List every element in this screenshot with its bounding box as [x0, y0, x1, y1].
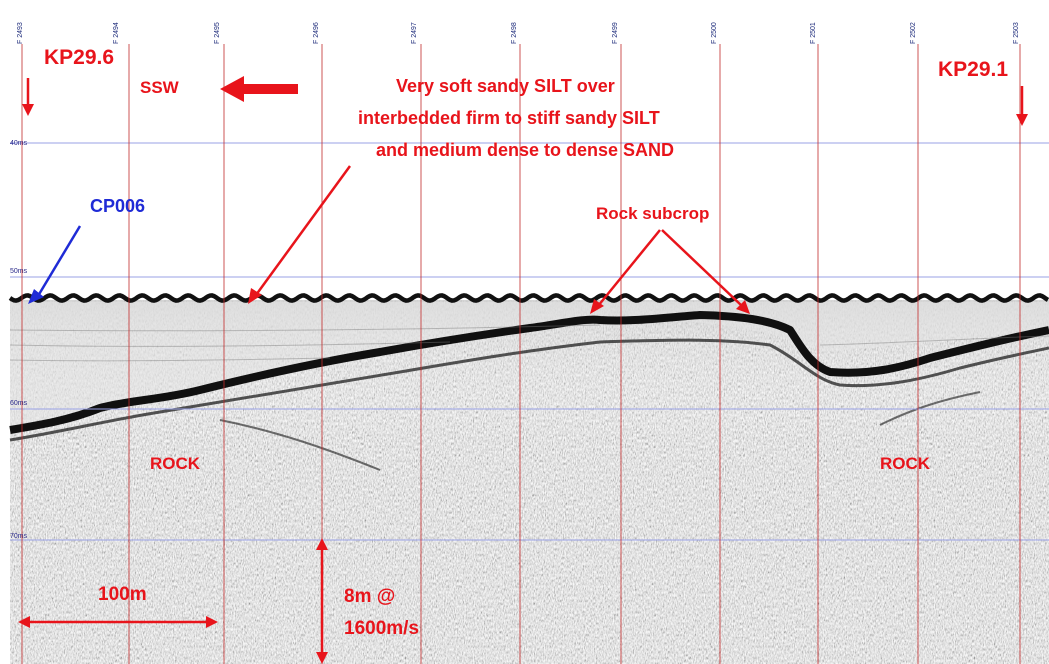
time-tick-60: 60ms [10, 400, 28, 407]
subcrop-arrowhead-left [590, 299, 604, 314]
annotation-arrows [18, 76, 1028, 664]
kp-right-label: KP29.1 [938, 58, 1009, 81]
ssw-arrowhead [220, 76, 244, 102]
subcrop-arrow-left [597, 229, 661, 307]
rock-right-label: ROCK [880, 454, 931, 473]
cp-arrowhead [28, 289, 44, 304]
description-line-3: and medium dense to dense SAND [376, 140, 675, 160]
scale-vertical-line-2: 1600m/s [344, 618, 420, 639]
cp-label: CP006 [90, 196, 146, 216]
time-tick-50: 50ms [10, 268, 28, 275]
silt-layering [9, 324, 1049, 362]
scale-8m-arrowhead-top [316, 538, 328, 550]
fix-lines [21, 44, 1021, 664]
scale-horizontal-label: 100m [98, 584, 147, 605]
description-arrowhead [248, 288, 262, 304]
kp-right-arrowhead [1016, 114, 1028, 126]
fix-label: F 2502 [910, 22, 917, 44]
seabed-reflector [8, 293, 1049, 303]
scale-vertical-line-1: 8m @ [344, 586, 396, 607]
fix-label: F 2498 [511, 22, 518, 44]
rock-left-label: ROCK [150, 454, 201, 473]
scale-100m-arrowhead-left [18, 616, 30, 628]
fix-label: F 2501 [810, 22, 817, 44]
description-line-2: interbedded firm to stiff sandy SILT [358, 108, 660, 128]
description-arrow [254, 165, 352, 296]
scale-8m-arrowhead-bottom [316, 652, 328, 664]
fix-label: F 2497 [411, 22, 418, 44]
fix-label: F 2499 [612, 22, 619, 44]
rock-reflector [9, 311, 1049, 434]
kp-left-label: KP29.6 [44, 46, 115, 69]
time-tick-70: 70ms [10, 533, 28, 540]
fix-label: F 2493 [17, 22, 24, 44]
time-lines [10, 142, 1049, 541]
fix-label: F 2494 [113, 22, 120, 44]
kp-left-arrowhead [22, 104, 34, 116]
scale-100m-arrowhead-right [206, 616, 218, 628]
fix-label: F 2503 [1013, 22, 1020, 44]
fix-label: F 2496 [313, 22, 320, 44]
rock-subcrop-label: Rock subcrop [596, 204, 710, 223]
description-line-1: Very soft sandy SILT over [396, 76, 615, 96]
direction-label: SSW [140, 78, 179, 97]
dipping-reflector [219, 391, 981, 471]
subcrop-arrowhead-right [736, 300, 750, 314]
ssw-arrow-shaft [240, 84, 298, 94]
fix-label: F 2495 [214, 22, 221, 44]
time-tick-40: 40ms [10, 140, 28, 147]
subcrop-arrow-right [661, 229, 743, 307]
cp-arrow [36, 225, 82, 297]
fix-label: F 2500 [711, 22, 718, 44]
